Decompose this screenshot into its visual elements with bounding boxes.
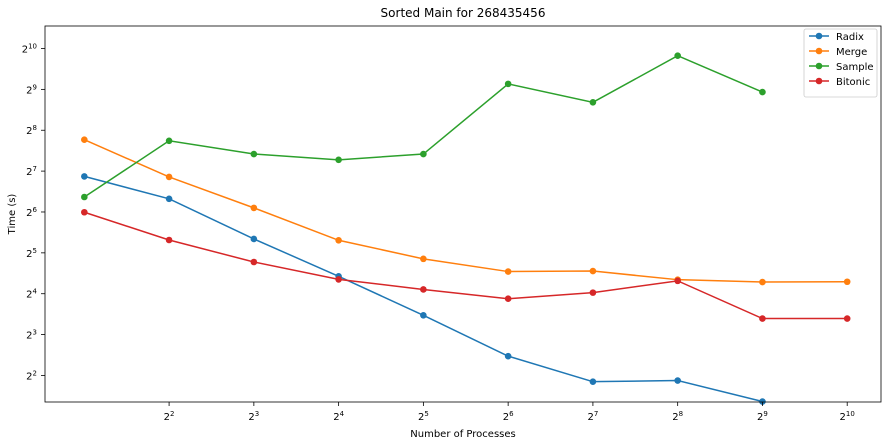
x-tick-label: 23 xyxy=(248,410,259,423)
x-tick-label: 29 xyxy=(757,410,768,423)
y-tick-label: 28 xyxy=(26,124,37,137)
data-point-sample xyxy=(165,137,173,145)
legend-label-bitonic: Bitonic xyxy=(836,77,870,88)
data-point-sample xyxy=(81,193,88,201)
data-point-sample xyxy=(335,156,342,164)
y-tick-label: 23 xyxy=(26,329,37,342)
x-tick-label: 26 xyxy=(503,410,514,423)
y-tick-label: 210 xyxy=(22,43,37,56)
data-point-merge xyxy=(589,267,597,275)
data-point-radix xyxy=(81,173,88,180)
data-point-bitonic xyxy=(843,315,851,322)
data-point-merge xyxy=(843,278,851,286)
data-point-radix xyxy=(504,352,512,360)
y-tick-label: 26 xyxy=(26,206,37,219)
data-point-radix xyxy=(420,311,427,319)
x-tick-label: 25 xyxy=(418,410,429,423)
data-point-merge xyxy=(81,136,88,144)
data-point-bitonic xyxy=(420,286,427,293)
y-tick-label: 27 xyxy=(26,165,37,178)
data-point-bitonic xyxy=(335,276,342,283)
data-point-bitonic xyxy=(674,277,681,285)
legend-box xyxy=(803,28,878,98)
legend-marker-merge xyxy=(815,47,823,55)
y-axis: 22 23 24 25 26 27 28 29 210 xyxy=(22,43,45,382)
x-tick-label: 28 xyxy=(672,410,683,423)
data-point-bitonic xyxy=(81,208,88,216)
legend-marker-sample xyxy=(815,62,823,70)
data-point-radix xyxy=(165,195,173,203)
y-axis-label: Time (s) xyxy=(7,194,18,236)
data-point-bitonic xyxy=(504,295,512,303)
data-point-sample xyxy=(420,150,427,158)
data-point-bitonic xyxy=(165,236,173,244)
data-point-merge xyxy=(759,278,766,286)
data-point-radix xyxy=(674,377,681,384)
data-point-sample xyxy=(759,88,766,96)
data-point-bitonic xyxy=(589,289,597,296)
legend: Radix Merge Sample Bitonic xyxy=(803,28,878,98)
data-point-merge xyxy=(250,204,258,212)
x-axis: 22 23 24 25 26 27 28 29 210 xyxy=(164,402,855,423)
data-point-radix xyxy=(250,235,258,243)
plot-frame xyxy=(44,25,882,403)
x-tick-label: 24 xyxy=(333,410,344,423)
chart-title: Sorted Main for 268435456 xyxy=(381,6,546,20)
data-point-merge xyxy=(165,173,173,181)
plot-area xyxy=(81,52,851,405)
y-tick-label: 22 xyxy=(26,369,37,382)
y-tick-label: 29 xyxy=(26,83,37,96)
y-tick-label: 24 xyxy=(26,288,37,301)
data-point-sample xyxy=(250,150,258,158)
legend-label-radix: Radix xyxy=(836,32,864,43)
data-point-merge xyxy=(335,236,342,244)
y-tick-label: 25 xyxy=(26,247,37,260)
legend-label-merge: Merge xyxy=(836,47,867,58)
legend-marker-bitonic xyxy=(815,77,823,85)
x-tick-label: 210 xyxy=(840,410,855,423)
series-line-merge xyxy=(84,139,848,283)
data-point-merge xyxy=(420,255,427,263)
data-point-sample xyxy=(589,99,597,106)
series-line-sample xyxy=(83,54,763,198)
data-point-radix xyxy=(589,378,597,385)
data-point-sample xyxy=(504,80,512,88)
legend-marker-radix xyxy=(815,32,823,40)
x-tick-label: 27 xyxy=(587,410,598,423)
data-point-radix xyxy=(759,398,766,405)
legend-label-sample: Sample xyxy=(836,62,874,73)
series-line-bitonic xyxy=(84,211,848,320)
data-point-merge xyxy=(504,268,512,275)
data-point-bitonic xyxy=(250,258,258,266)
data-point-sample xyxy=(674,52,681,60)
x-tick-label: 22 xyxy=(164,410,175,423)
x-axis-label: Number of Processes xyxy=(410,429,515,440)
data-point-bitonic xyxy=(759,315,766,322)
